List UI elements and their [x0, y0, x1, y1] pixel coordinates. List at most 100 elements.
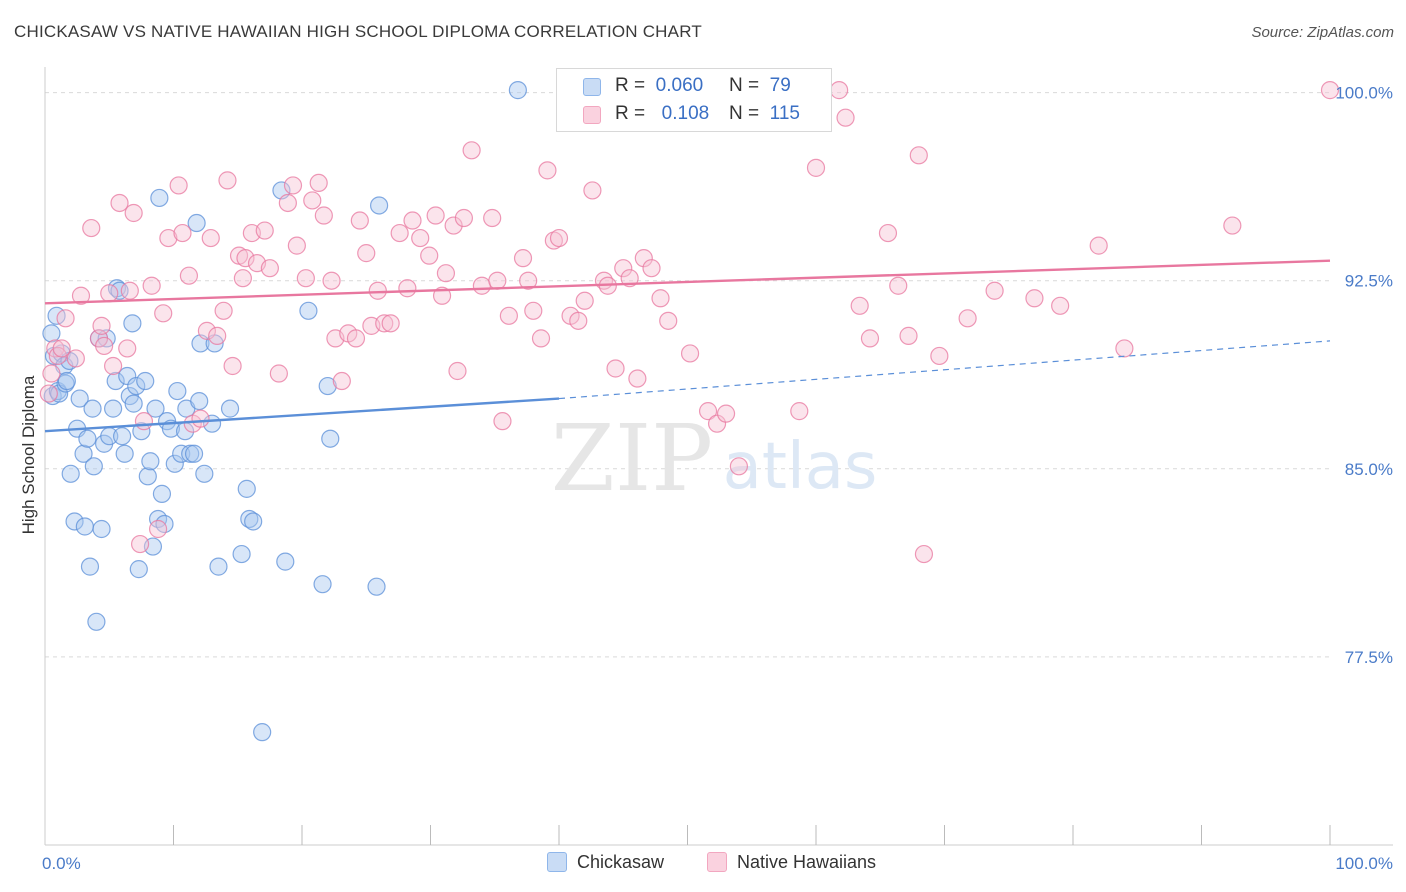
point-1-8	[82, 218, 101, 238]
point-1-94	[628, 369, 647, 388]
point-1-15	[118, 339, 137, 358]
point-1-122	[1223, 216, 1242, 235]
point-1-60	[381, 314, 400, 333]
point-1-7	[71, 286, 91, 305]
point-1-23	[159, 228, 178, 248]
point-0-38	[129, 560, 148, 579]
watermark-atlas: atlas	[723, 430, 878, 504]
point-1-112	[899, 326, 918, 345]
point-1-13	[104, 356, 123, 376]
point-1-71	[454, 208, 474, 228]
y-tick-label-2: 85.0%	[1345, 460, 1393, 479]
trend-line-0	[44, 397, 560, 433]
point-1-123	[1320, 81, 1340, 100]
legend-n-chickasaw: N = 79	[729, 75, 791, 96]
y-tick-label-0: 100.0%	[1335, 84, 1393, 103]
point-0-64	[209, 557, 228, 576]
point-1-36	[233, 269, 252, 288]
point-1-77	[499, 306, 518, 325]
point-1-76	[493, 412, 512, 431]
x-tick-label-0: 0.0%	[42, 854, 81, 873]
point-0-76	[321, 429, 340, 448]
point-1-17	[124, 203, 143, 223]
point-1-73	[472, 276, 491, 295]
point-1-87	[575, 291, 594, 310]
point-1-50	[322, 271, 341, 290]
point-1-75	[488, 271, 507, 290]
point-1-28	[191, 409, 210, 428]
point-0-44	[146, 399, 165, 418]
point-0-15	[74, 444, 93, 463]
watermark: ZIP atlas	[551, 405, 877, 512]
point-1-116	[958, 309, 977, 328]
point-0-41	[138, 467, 157, 486]
point-1-4	[52, 339, 71, 358]
point-1-30	[201, 228, 220, 248]
point-1-101	[707, 414, 727, 433]
point-0-16	[75, 517, 94, 536]
tick-labels: 100.0% 92.5% 85.0% 77.5% 0.0% 100.0%	[42, 84, 1393, 873]
point-0-56	[181, 444, 200, 463]
point-1-91	[606, 359, 625, 378]
point-1-92	[614, 259, 633, 278]
point-1-5	[56, 309, 75, 328]
point-1-48	[309, 173, 328, 193]
point-1-55	[350, 211, 369, 230]
point-1-69	[444, 216, 463, 235]
legend-row-native-hawaiians: R = 0.108 N = 115	[557, 100, 831, 128]
point-1-42	[269, 364, 288, 383]
point-0-69	[244, 512, 263, 531]
data-points	[39, 81, 1340, 742]
point-0-35	[123, 314, 142, 333]
legend-n-native-hawaiians: N = 115	[729, 103, 800, 124]
point-1-63	[403, 211, 422, 230]
point-1-0	[39, 384, 58, 403]
point-0-9	[57, 371, 76, 391]
point-1-12	[100, 284, 119, 303]
point-0-75	[318, 376, 337, 396]
point-0-11	[61, 464, 80, 483]
point-0-78	[370, 196, 389, 215]
point-1-58	[368, 281, 387, 300]
point-1-82	[538, 161, 557, 180]
point-1-24	[169, 176, 188, 195]
point-0-61	[195, 464, 214, 483]
point-0-37	[127, 376, 146, 396]
point-1-62	[398, 279, 417, 298]
point-1-118	[1025, 289, 1044, 308]
point-1-43	[278, 193, 297, 213]
point-0-65	[220, 399, 240, 418]
point-1-81	[531, 329, 551, 348]
point-0-52	[168, 381, 187, 401]
point-0-0	[42, 324, 61, 343]
point-0-21	[87, 612, 106, 631]
point-1-80	[524, 301, 543, 320]
point-1-40	[255, 221, 274, 240]
point-0-14	[70, 389, 89, 408]
point-1-109	[860, 329, 880, 348]
point-1-14	[110, 193, 129, 213]
point-0-19	[83, 399, 102, 418]
point-1-96	[642, 259, 661, 278]
point-1-70	[448, 361, 467, 381]
legend-r-native-hawaiians: R = 0.108	[615, 103, 710, 124]
point-0-28	[106, 371, 125, 391]
trend-lines	[44, 259, 1331, 433]
point-1-21	[148, 519, 168, 539]
point-1-46	[296, 269, 315, 288]
point-1-120	[1089, 236, 1108, 255]
point-1-104	[790, 402, 809, 421]
point-1-93	[620, 269, 639, 288]
y-tick-label-1: 92.5%	[1345, 272, 1393, 291]
trend-line-extension-0	[558, 340, 1331, 400]
grid-lines	[45, 92, 1330, 658]
point-0-40	[136, 371, 155, 391]
point-1-86	[569, 311, 588, 330]
point-0-32	[115, 444, 134, 463]
point-1-59	[375, 314, 394, 333]
point-1-16	[120, 281, 139, 300]
point-0-36	[124, 394, 143, 413]
point-1-25	[173, 223, 192, 243]
x-tick-label-1: 100.0%	[1335, 854, 1393, 873]
